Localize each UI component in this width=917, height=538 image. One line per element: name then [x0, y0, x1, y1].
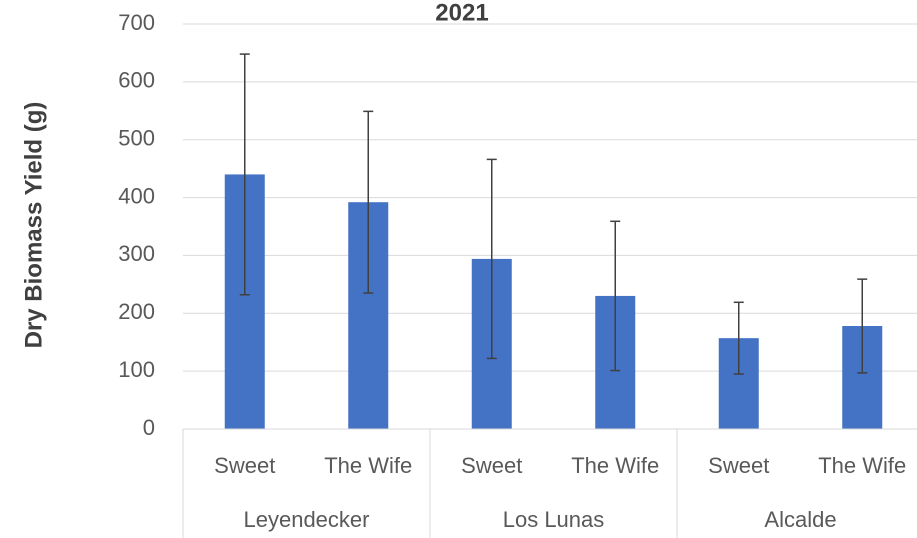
- x-tick-label: The Wife: [571, 453, 659, 478]
- y-tick-label: 100: [118, 357, 155, 382]
- error-bar: [857, 278, 868, 374]
- y-tick-label: 400: [118, 183, 155, 208]
- y-tick-label: 200: [118, 299, 155, 324]
- error-bar: [610, 220, 621, 372]
- error-bar: [239, 53, 250, 296]
- y-tick-label: 500: [118, 126, 155, 151]
- y-axis-label: Dry Biomass Yield (g): [20, 102, 47, 349]
- x-tick-label: The Wife: [818, 453, 906, 478]
- x-tick-label: Sweet: [708, 453, 769, 478]
- y-tick-label: 0: [143, 415, 155, 440]
- error-bar: [363, 110, 374, 294]
- y-tick-label: 700: [118, 10, 155, 35]
- y-tick-label: 300: [118, 241, 155, 266]
- y-tick-label: 600: [118, 68, 155, 93]
- error-bar: [486, 158, 497, 360]
- group-label: Leyendecker: [244, 507, 370, 532]
- x-tick-label: Sweet: [214, 453, 275, 478]
- group-label: Los Lunas: [503, 507, 605, 532]
- group-label: Alcalde: [764, 507, 836, 532]
- x-tick-label: Sweet: [461, 453, 522, 478]
- chart-title: 2021: [435, 0, 488, 26]
- x-tick-label: The Wife: [324, 453, 412, 478]
- error-bar: [733, 301, 744, 375]
